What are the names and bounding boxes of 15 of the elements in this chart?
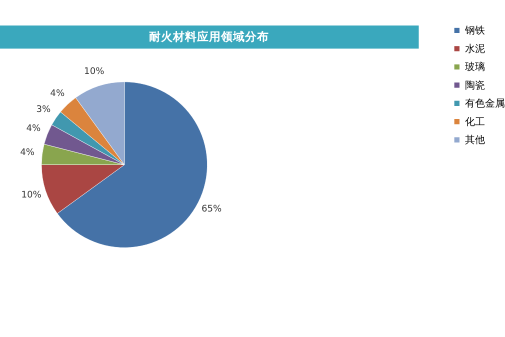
legend-label: 化工 bbox=[465, 116, 486, 128]
legend-label: 陶瓷 bbox=[465, 79, 486, 92]
legend-label: 水泥 bbox=[465, 42, 486, 55]
data-label: 65% bbox=[201, 204, 222, 215]
data-label: 10% bbox=[21, 190, 42, 200]
legend-label: 钢铁 bbox=[464, 24, 486, 37]
legend-label: 玻璃 bbox=[465, 61, 486, 74]
data-label: 10% bbox=[84, 67, 105, 78]
data-label: 4% bbox=[50, 88, 65, 99]
legend-label: 有色金属 bbox=[465, 98, 505, 110]
data-label: 4% bbox=[26, 124, 41, 134]
legend-label: 其他 bbox=[465, 134, 486, 146]
data-label: 3% bbox=[36, 105, 52, 116]
chart-title: 耐火材料应用领域分布 bbox=[148, 29, 269, 44]
data-label: 4% bbox=[20, 148, 35, 158]
